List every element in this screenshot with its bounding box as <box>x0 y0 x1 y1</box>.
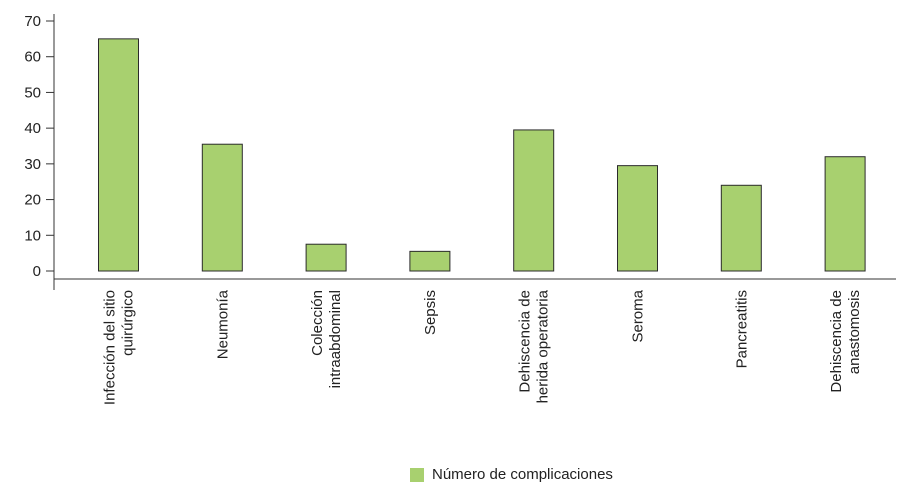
y-tick-label: 0 <box>33 263 41 280</box>
bar <box>513 129 555 272</box>
y-axis: 0 10 20 30 40 50 60 70 <box>24 13 55 290</box>
x-category-label: Infección del sitio <box>102 290 119 405</box>
x-category-label: herida operatoria <box>535 289 552 403</box>
x-category-label: Colección <box>309 290 326 356</box>
y-tick-label: 50 <box>24 84 41 101</box>
bar <box>824 156 866 272</box>
x-category-label: intraabdominal <box>327 290 344 388</box>
bar <box>409 250 451 272</box>
bar <box>98 38 139 272</box>
bars-group <box>98 38 866 272</box>
x-category-label: Neumonía <box>214 289 231 359</box>
legend-label: Número de complicaciones <box>432 466 613 483</box>
x-axis-labels: Infección del sitio quirúrgico Neumonía Col… <box>102 289 864 405</box>
x-category-label: Dehiscencia de <box>517 290 534 393</box>
x-category-label: Seroma <box>630 289 647 342</box>
y-tick-label: 10 <box>24 227 41 244</box>
bar <box>617 165 658 272</box>
y-tick-label: 30 <box>24 156 41 173</box>
x-category-label: anastomosis <box>846 290 863 374</box>
bar <box>201 143 243 272</box>
bar <box>305 243 347 272</box>
legend-swatch <box>410 467 424 482</box>
y-tick-label: 40 <box>24 120 41 137</box>
x-category-label: Pancreatitis <box>733 290 750 368</box>
y-tick-label: 70 <box>24 13 41 30</box>
x-category-label: Dehiscencia de <box>828 290 845 393</box>
y-tick-label: 20 <box>24 192 41 209</box>
legend: Número de complicaciones <box>410 466 613 483</box>
bar <box>720 184 762 272</box>
y-tick-label: 60 <box>24 49 41 66</box>
x-category-label: quirúrgico <box>120 290 137 356</box>
x-category-label: Sepsis <box>422 290 439 335</box>
